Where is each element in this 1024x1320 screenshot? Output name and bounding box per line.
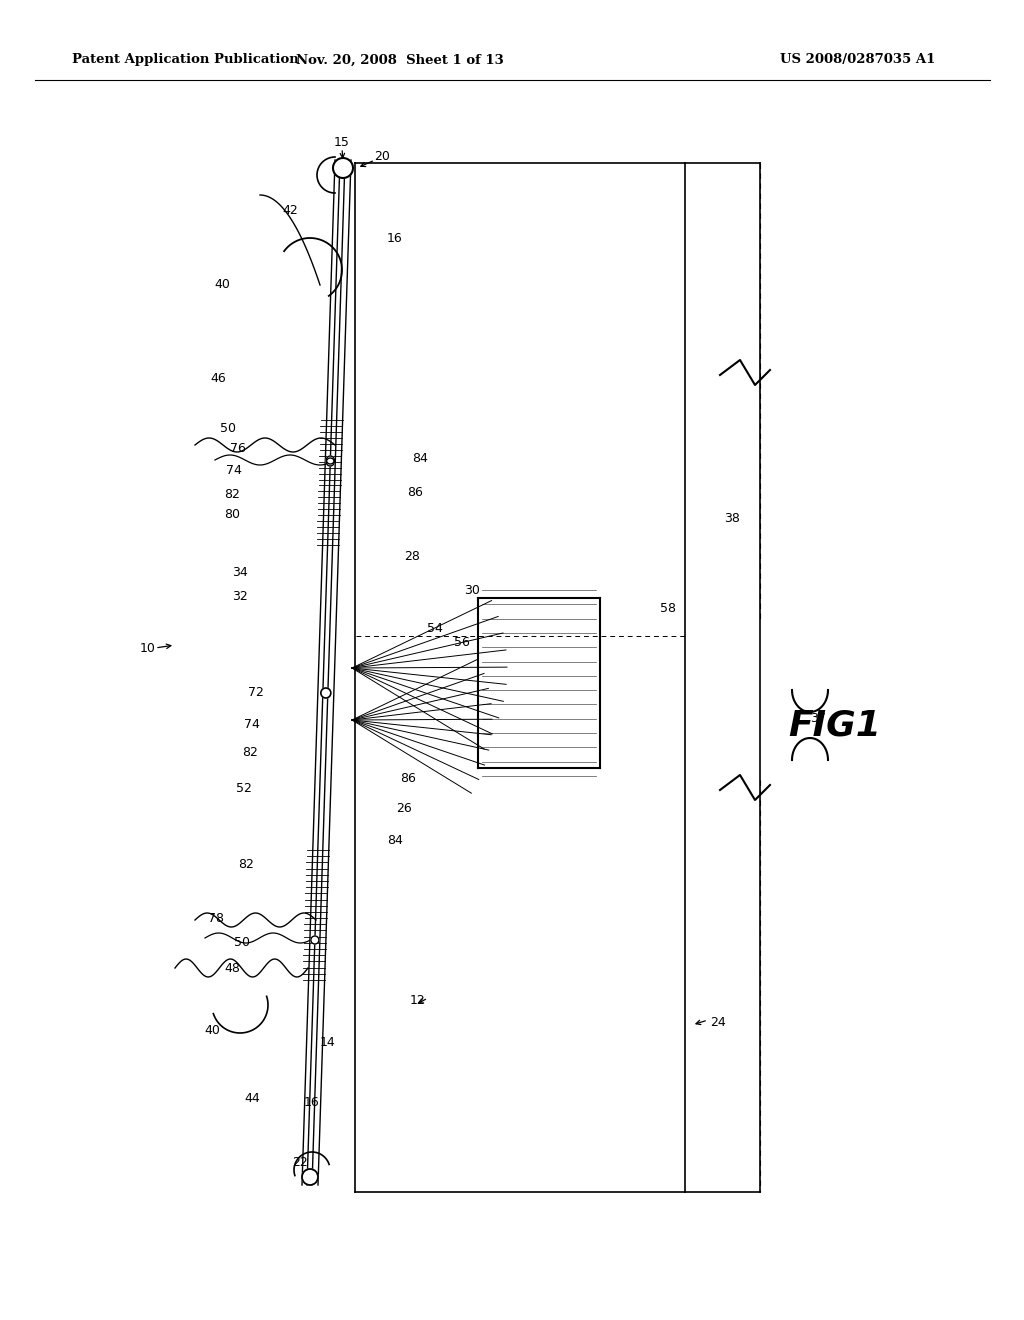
Circle shape: [333, 158, 353, 178]
Text: 72: 72: [248, 686, 264, 700]
Text: 82: 82: [238, 858, 254, 871]
Text: 84: 84: [412, 451, 428, 465]
Text: Patent Application Publication: Patent Application Publication: [72, 54, 299, 66]
Text: 48: 48: [224, 961, 240, 974]
Text: 14: 14: [321, 1035, 336, 1048]
Text: 76: 76: [230, 441, 246, 454]
Text: 50: 50: [220, 421, 236, 434]
Text: 56: 56: [454, 635, 470, 648]
Text: 52: 52: [237, 781, 252, 795]
Text: 86: 86: [408, 486, 423, 499]
Text: 82: 82: [242, 746, 258, 759]
Text: 26: 26: [396, 801, 412, 814]
Text: 42: 42: [283, 203, 298, 216]
Text: 16: 16: [387, 231, 402, 244]
Text: 80: 80: [224, 508, 240, 521]
Text: 16: 16: [304, 1096, 319, 1109]
Text: 15: 15: [334, 136, 350, 149]
Text: 86: 86: [400, 771, 416, 784]
Circle shape: [311, 936, 318, 944]
Text: 74: 74: [226, 463, 242, 477]
Text: 54: 54: [427, 622, 443, 635]
Circle shape: [321, 688, 331, 698]
Text: 32: 32: [232, 590, 248, 602]
Text: 10: 10: [140, 642, 156, 655]
Text: 38: 38: [724, 511, 740, 524]
Text: 40: 40: [214, 279, 230, 292]
Text: 20: 20: [374, 150, 390, 164]
Text: 74: 74: [244, 718, 260, 730]
Text: Nov. 20, 2008  Sheet 1 of 13: Nov. 20, 2008 Sheet 1 of 13: [296, 54, 504, 66]
Text: 40: 40: [204, 1023, 220, 1036]
Text: US 2008/0287035 A1: US 2008/0287035 A1: [780, 54, 935, 66]
Text: 82: 82: [224, 488, 240, 502]
Text: 44: 44: [244, 1092, 260, 1105]
Text: 46: 46: [210, 371, 226, 384]
Text: 34: 34: [232, 565, 248, 578]
Text: 37: 37: [810, 711, 826, 725]
Text: 12: 12: [411, 994, 426, 1006]
Text: 24: 24: [710, 1015, 726, 1028]
Text: 84: 84: [387, 833, 402, 846]
Text: FIG1: FIG1: [788, 708, 882, 742]
Text: 58: 58: [660, 602, 676, 615]
Text: 50: 50: [234, 936, 250, 949]
Circle shape: [327, 455, 335, 465]
Circle shape: [327, 458, 334, 466]
Text: 30: 30: [464, 583, 480, 597]
Text: 22: 22: [292, 1155, 308, 1168]
Text: 78: 78: [208, 912, 224, 924]
Text: 28: 28: [404, 549, 420, 562]
Circle shape: [302, 1170, 318, 1185]
